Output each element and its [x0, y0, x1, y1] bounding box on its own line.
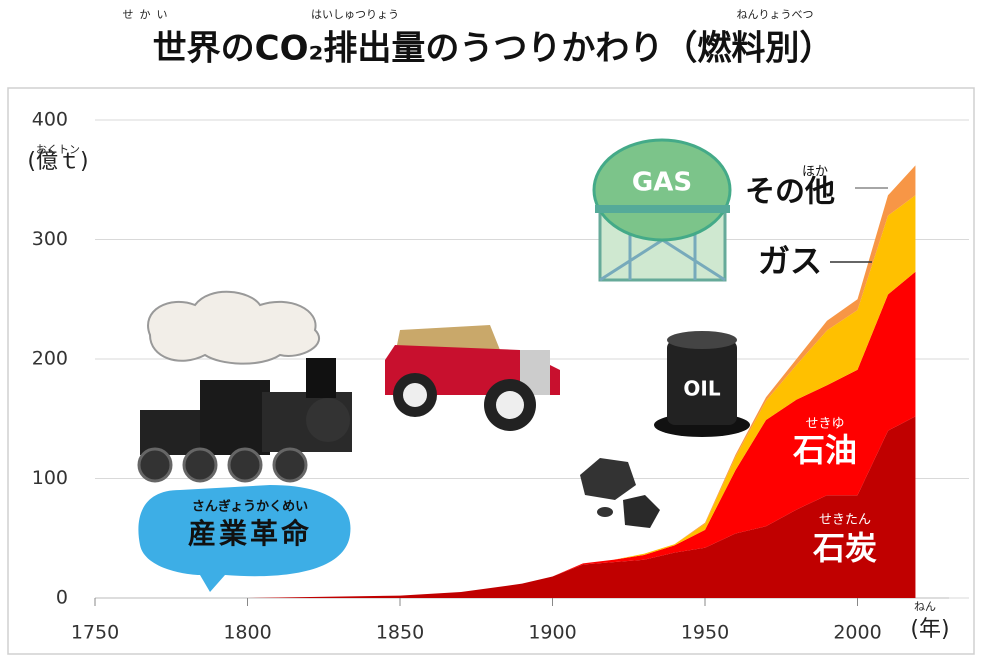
x-label-ruby: ねん: [914, 600, 936, 613]
y-tick-label: 200: [32, 348, 68, 370]
series-label-ruby: せきゆ: [805, 417, 844, 432]
series-label-ruby: せきたん: [819, 513, 871, 528]
speech-bubble: さんぎょうかくめい 産業革命: [138, 485, 351, 592]
x-tick-label: 1950: [681, 622, 729, 644]
y-tick-label: 100: [32, 467, 68, 489]
gas-tank-label: GAS: [632, 168, 692, 198]
series-label: 石油: [792, 431, 857, 469]
illustration-coal: [580, 458, 660, 528]
y-label-ruby: おくトン: [36, 143, 80, 156]
y-tick-label: 0: [56, 587, 68, 609]
illustration-oil-drum: OIL: [654, 331, 750, 437]
x-tick-label: 1900: [528, 622, 576, 644]
series-label: 石炭: [812, 529, 877, 567]
illustration-car: [385, 325, 560, 431]
x-tick-label: 1850: [376, 622, 424, 644]
oil-drum-label: OIL: [683, 377, 720, 401]
x-tick-label: 1800: [223, 622, 271, 644]
x-label: (年): [910, 617, 949, 642]
series-label: ガス: [758, 242, 822, 280]
area: [95, 416, 916, 598]
title-ruby: せかい: [123, 8, 174, 21]
bubble-label: 産業革命: [188, 517, 312, 550]
y-tick-label: 400: [32, 109, 68, 131]
title-ruby: ねんりょうべつ: [737, 8, 814, 21]
series-label-ruby: ほか: [802, 165, 828, 180]
series-label: その他: [745, 175, 835, 210]
illustration-gas-tank: GAS: [592, 138, 732, 282]
y-tick-label: 300: [32, 228, 68, 250]
chart-title: 世界のCO₂排出量のうつりかわり（燃料別）: [153, 29, 834, 69]
x-tick-label: 2000: [833, 622, 881, 644]
title-ruby: はいしゅつりょう: [311, 8, 399, 21]
x-tick-label: 1750: [71, 622, 119, 644]
y-label: (億ｔ): [27, 149, 88, 174]
bubble-ruby: さんぎょうかくめい: [192, 499, 308, 515]
illustration-train: [137, 290, 352, 483]
